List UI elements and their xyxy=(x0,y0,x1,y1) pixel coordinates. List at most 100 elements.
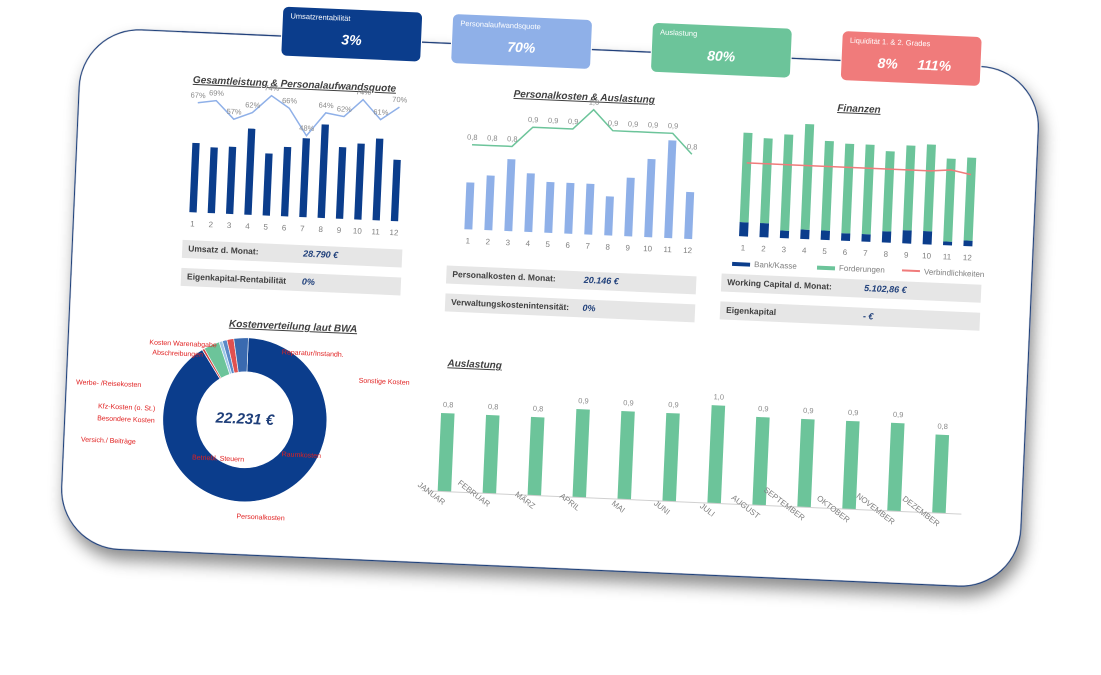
data-label: 0,8 xyxy=(687,142,698,151)
x-tick-label: 12 xyxy=(389,228,399,237)
x-tick-label: 1 xyxy=(465,236,470,245)
slice-label: Werbe- /Reisekosten xyxy=(76,379,142,389)
bar-segment xyxy=(759,222,770,238)
bar xyxy=(684,191,695,240)
legend-label: Verbindlichkeiten xyxy=(924,267,985,279)
data-label: 0,9 xyxy=(578,396,589,405)
data-label: 0,9 xyxy=(758,404,769,413)
data-label: 1,0 xyxy=(589,97,600,106)
bar xyxy=(207,147,218,214)
x-tick-label: 2 xyxy=(485,237,490,246)
data-label: 0,8 xyxy=(467,132,478,141)
bar-segment xyxy=(841,143,855,234)
bar xyxy=(524,173,535,233)
bar xyxy=(225,146,237,215)
chart-title: Auslastung xyxy=(446,358,502,371)
data-label: 0,8 xyxy=(533,404,544,413)
x-tick-label: 1 xyxy=(190,219,195,228)
slice-label: Reparatur/Instandh. xyxy=(282,349,344,359)
donut-center: 22.231 € xyxy=(214,409,275,429)
data-label: 1,0 xyxy=(713,392,724,401)
slice-label: Versich./ Beiträge xyxy=(81,437,136,446)
bar xyxy=(887,422,905,512)
bar-segment xyxy=(779,230,790,239)
x-tick-label: 6 xyxy=(282,223,287,232)
x-tick-label: 3 xyxy=(781,245,786,254)
bar-segment xyxy=(861,233,871,242)
bar-segment xyxy=(800,123,815,230)
x-tick-label: 11 xyxy=(371,227,380,236)
bar-segment xyxy=(820,230,831,241)
x-tick-label: 5 xyxy=(263,223,268,232)
bar xyxy=(544,181,555,234)
x-tick-label: 6 xyxy=(565,241,570,250)
data-label: 67% xyxy=(190,90,206,100)
x-tick-label: 8 xyxy=(318,225,323,234)
x-tick-label: 9 xyxy=(337,226,342,235)
field-box xyxy=(720,273,982,303)
field-value: 28.790 € xyxy=(302,249,339,261)
kpi-title: Auslastung xyxy=(660,28,697,39)
kpi-box xyxy=(280,5,424,63)
kpi-tile: Auslastung 80% xyxy=(650,21,793,79)
bar xyxy=(624,177,635,237)
line xyxy=(472,108,693,155)
x-tick-label: 4 xyxy=(245,222,250,231)
field-box xyxy=(445,265,697,295)
x-tick-label: 7 xyxy=(585,242,590,251)
kpi-value: 80% xyxy=(707,47,736,64)
bar xyxy=(484,175,495,231)
field-value: 20.146 € xyxy=(583,275,620,287)
x-tick-label: 7 xyxy=(300,224,305,233)
x-tick-label: 2 xyxy=(208,220,213,229)
field-label: Eigenkapital-Rentabilität xyxy=(187,271,287,285)
bar-segment xyxy=(902,230,912,244)
bar-segment xyxy=(882,151,895,232)
donut-slice xyxy=(233,337,249,373)
bar xyxy=(564,182,575,234)
bar xyxy=(299,138,310,218)
data-label: 57% xyxy=(226,107,242,117)
bar xyxy=(707,405,726,504)
data-label: 0,9 xyxy=(648,120,659,129)
data-label: 0,8 xyxy=(443,400,454,409)
bar-segment xyxy=(780,134,794,231)
bar xyxy=(372,138,384,221)
card: Umsatzrentabilität 3% Personalaufwandsquot… xyxy=(61,5,1039,587)
x-tick-label: 10 xyxy=(643,244,653,253)
data-label: 0,9 xyxy=(668,121,679,130)
kpi-box xyxy=(650,21,793,79)
bar-segment xyxy=(943,241,953,246)
data-label: 0,9 xyxy=(893,410,904,419)
kpi-value: 70% xyxy=(507,39,536,56)
x-tick-label: 12 xyxy=(683,246,693,255)
axis-line xyxy=(421,490,962,515)
x-tick-label: 9 xyxy=(625,243,630,252)
field-box xyxy=(444,293,696,323)
donut-slice xyxy=(162,337,328,503)
legend-label: Bank/Kasse xyxy=(754,260,798,271)
kpi-title: Umsatzrentabilität xyxy=(290,11,351,23)
bar-segment xyxy=(963,157,977,241)
bar-segment xyxy=(881,231,892,243)
data-label: 0,9 xyxy=(528,115,539,124)
bar-segment xyxy=(760,138,773,224)
x-tick-label: 10 xyxy=(922,251,932,260)
bar xyxy=(842,420,860,510)
data-label: 48% xyxy=(299,123,315,133)
field-label: Personalkosten d. Monat: xyxy=(452,269,556,284)
bar xyxy=(797,418,815,508)
bar xyxy=(335,147,347,219)
x-tick-label: 9 xyxy=(904,251,909,260)
data-label: 0,9 xyxy=(628,119,639,128)
bar xyxy=(189,142,200,213)
data-label: 0,9 xyxy=(608,118,619,127)
bar-segment xyxy=(739,132,753,223)
bar xyxy=(482,414,500,494)
legend-swatch xyxy=(816,265,836,271)
bar xyxy=(437,412,455,492)
data-label: 0,8 xyxy=(937,422,948,431)
line xyxy=(746,162,972,176)
